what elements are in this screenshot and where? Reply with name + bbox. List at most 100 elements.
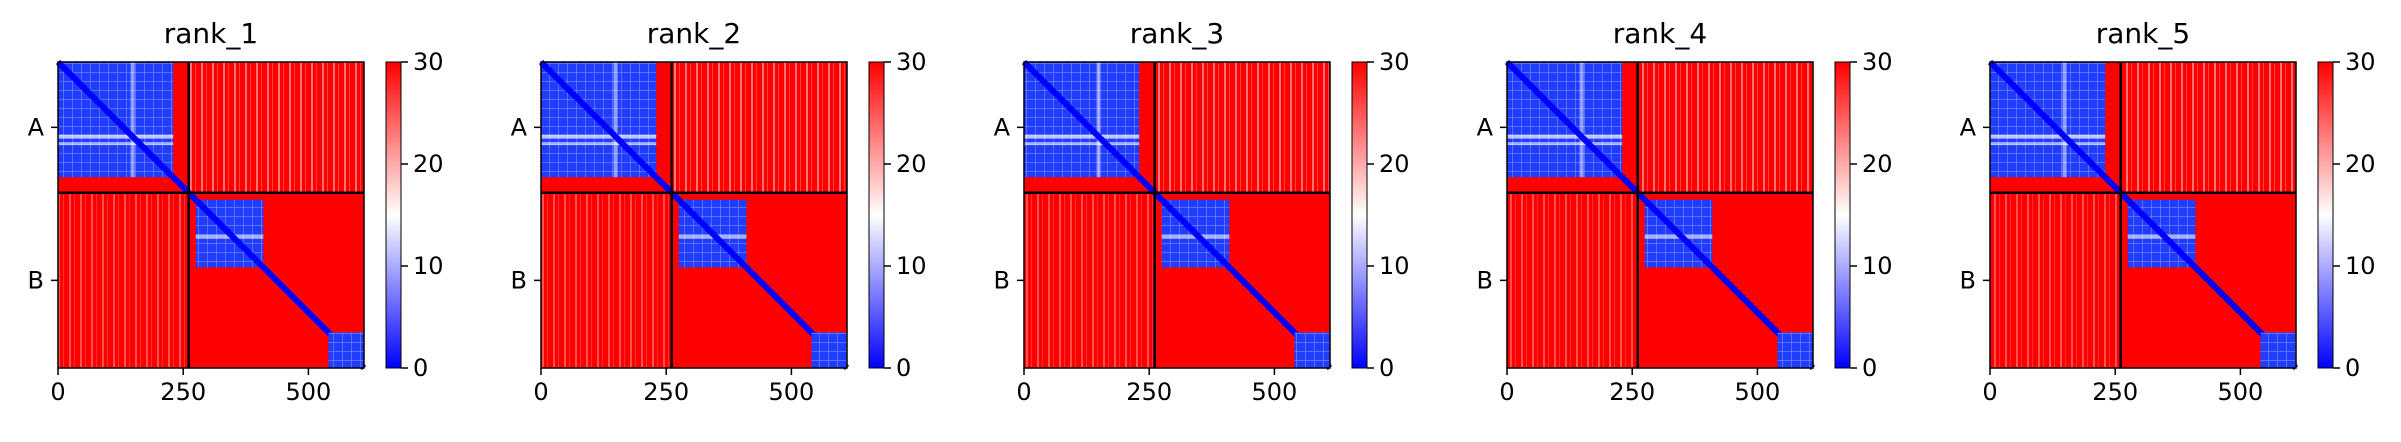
x-tick-label: 250 — [1126, 378, 1172, 406]
x-tick-label: 250 — [2092, 378, 2138, 406]
panel-title: rank_1 — [164, 17, 258, 50]
heatmap-interchain-ba — [58, 192, 189, 368]
heatmap-block-a-gap — [1990, 142, 2106, 146]
colorbar-frame — [2317, 61, 2334, 369]
colorbar-tick-label: 10 — [1862, 252, 1893, 280]
heatmap-block-c — [1777, 332, 1813, 368]
heatmap-interchain-ab — [1637, 62, 1813, 193]
heatmap-interchain-ba — [1024, 192, 1155, 368]
y-chain-label: B — [1960, 266, 1976, 294]
pae-panel: rank_5 0 250 500 A B 0 10 20 30 — [1960, 17, 2376, 406]
heatmap-block-c — [328, 332, 364, 368]
panel-title: rank_4 — [1613, 17, 1707, 50]
heatmap-interchain-ab — [1154, 62, 1330, 193]
heatmap-frame — [57, 61, 365, 369]
colorbar-tick-label: 20 — [896, 150, 927, 178]
heatmap-block-c — [811, 332, 847, 368]
heatmap-interchain-ba — [1990, 192, 2121, 368]
heatmap-frame — [540, 61, 848, 369]
x-tick-label: 0 — [533, 378, 548, 406]
y-chain-label: B — [994, 266, 1010, 294]
heatmap-block-a-gap — [58, 134, 174, 139]
colorbar-frame — [868, 61, 885, 369]
heatmap-block-c — [2260, 332, 2296, 368]
y-chain-label: B — [511, 266, 527, 294]
colorbar-tick-label: 10 — [896, 252, 927, 280]
heatmap-block-c — [1294, 332, 1330, 368]
x-tick-label: 500 — [286, 378, 332, 406]
y-chain-label: A — [1477, 113, 1494, 141]
x-tick-label: 500 — [1252, 378, 1298, 406]
colorbar-frame — [385, 61, 402, 369]
y-chain-label: A — [511, 113, 528, 141]
heatmap-diagonal — [538, 59, 850, 371]
heatmap-block-a-gap — [1990, 134, 2106, 139]
y-chain-label: B — [28, 266, 44, 294]
x-tick-label: 500 — [2218, 378, 2264, 406]
y-chain-label: A — [1960, 113, 1977, 141]
heatmap-frame — [1506, 61, 1814, 369]
x-tick-label: 250 — [1609, 378, 1655, 406]
x-tick-label: 0 — [50, 378, 65, 406]
heatmap-block-a-gap — [1024, 134, 1140, 139]
heatmap-interchain-ba — [541, 192, 672, 368]
panel-title: rank_2 — [647, 17, 741, 50]
heatmap-block-a-gap — [613, 62, 618, 178]
colorbar-tick-label: 0 — [896, 354, 911, 382]
colorbar-tick-label: 20 — [413, 150, 444, 178]
colorbar-tick-label: 10 — [2345, 252, 2376, 280]
colorbar-tick-label: 10 — [1379, 252, 1410, 280]
x-tick-label: 0 — [1982, 378, 1997, 406]
heatmap-block-a-gap — [1024, 142, 1140, 146]
colorbar-tick-label: 0 — [2345, 354, 2360, 382]
x-tick-label: 500 — [769, 378, 815, 406]
x-tick-label: 0 — [1016, 378, 1031, 406]
x-tick-label: 500 — [1735, 378, 1781, 406]
panel-title: rank_5 — [2096, 17, 2190, 50]
pae-panel: rank_3 0 250 500 A B 0 10 20 30 — [994, 17, 1410, 406]
heatmap-interchain-ab — [671, 62, 847, 193]
colorbar-tick-label: 0 — [413, 354, 428, 382]
y-chain-label: A — [28, 113, 45, 141]
y-chain-label: A — [994, 113, 1011, 141]
colorbar-tick-label: 30 — [1862, 48, 1893, 76]
x-tick-label: 250 — [643, 378, 689, 406]
pae-panel: rank_2 0 250 500 A B 0 10 20 30 — [511, 17, 927, 406]
heatmap-interchain-ab — [188, 62, 364, 193]
heatmap-block-a-gap — [541, 142, 657, 146]
colorbar — [1835, 62, 1850, 368]
colorbar — [386, 62, 401, 368]
colorbar-tick-label: 0 — [1862, 354, 1877, 382]
y-chain-label: B — [1477, 266, 1493, 294]
heatmap-diagonal — [1504, 59, 1816, 371]
pae-panel: rank_1 0 250 500 A B 0 10 20 30 — [28, 17, 444, 406]
heatmap-block-a-gap — [1096, 62, 1101, 178]
colorbar — [1352, 62, 1367, 368]
colorbar-tick-label: 20 — [1862, 150, 1893, 178]
pae-panel: rank_4 0 250 500 A B 0 10 20 30 — [1477, 17, 1893, 406]
heatmap-diagonal — [1021, 59, 1333, 371]
heatmap-frame — [1023, 61, 1331, 369]
colorbar — [2318, 62, 2333, 368]
heatmap-block-a-gap — [130, 62, 135, 178]
heatmap-block-a-gap — [541, 134, 657, 139]
colorbar-tick-label: 30 — [2345, 48, 2376, 76]
colorbar-frame — [1834, 61, 1851, 369]
heatmap-block-a-gap — [58, 142, 174, 146]
heatmap-frame — [1989, 61, 2297, 369]
heatmap-block-a-gap — [2062, 62, 2067, 178]
x-tick-label: 250 — [160, 378, 206, 406]
colorbar-tick-label: 10 — [413, 252, 444, 280]
colorbar-tick-label: 20 — [1379, 150, 1410, 178]
heatmap-block-a-gap — [1507, 134, 1623, 139]
colorbar-tick-label: 20 — [2345, 150, 2376, 178]
panel-title: rank_3 — [1130, 17, 1224, 50]
colorbar — [869, 62, 884, 368]
colorbar-tick-label: 30 — [1379, 48, 1410, 76]
colorbar-frame — [1351, 61, 1368, 369]
colorbar-tick-label: 0 — [1379, 354, 1394, 382]
heatmap-interchain-ab — [2120, 62, 2296, 193]
heatmap-block-a-gap — [1579, 62, 1584, 178]
